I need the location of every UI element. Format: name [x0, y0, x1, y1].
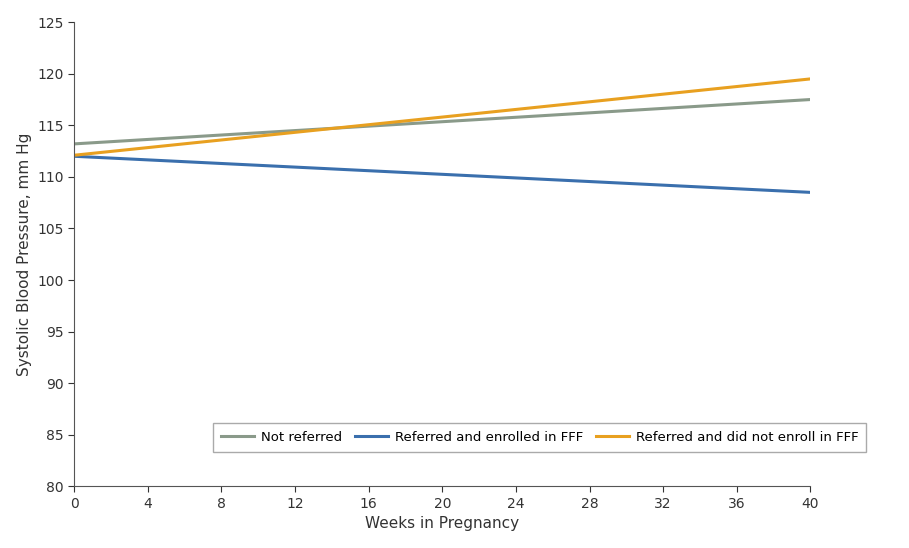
X-axis label: Weeks in Pregnancy: Weeks in Pregnancy: [365, 516, 519, 532]
Y-axis label: Systolic Blood Pressure, mm Hg: Systolic Blood Pressure, mm Hg: [16, 133, 32, 376]
Legend: Not referred, Referred and enrolled in FFF, Referred and did not enroll in FFF: Not referred, Referred and enrolled in F…: [214, 423, 866, 452]
